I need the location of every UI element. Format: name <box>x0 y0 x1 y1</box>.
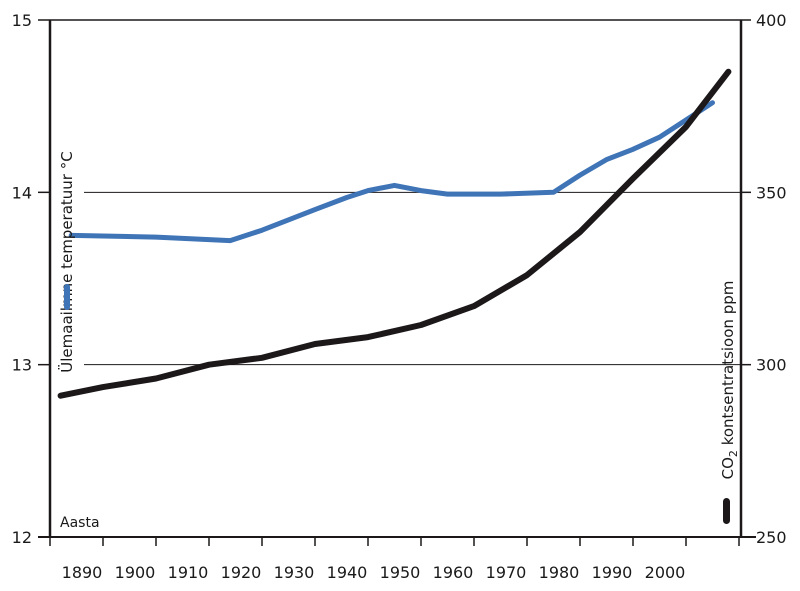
x-axis-title: Aasta <box>60 515 100 531</box>
left-series-legend-swatch <box>64 284 70 310</box>
right-axis-title-co: CO <box>719 457 737 479</box>
x-tick-label: 1970 <box>486 563 527 582</box>
right-axis-title: CO2 kontsentratsioon ppm <box>719 281 740 480</box>
x-axis-ticks: 1890 1900 1910 1920 1930 1940 1950 1960 1970 1980… <box>49 537 740 582</box>
right-axis-title-rest: kontsentratsioon ppm <box>719 281 737 450</box>
x-tick-label: 1930 <box>274 563 315 582</box>
right-tick-label: 250 <box>756 528 787 547</box>
right-tick-label: 400 <box>756 11 787 30</box>
right-axis-title-subscript: 2 <box>727 450 740 457</box>
right-series-legend-swatch <box>723 498 730 524</box>
x-tick-label: 1920 <box>221 563 262 582</box>
x-tick-label: 1950 <box>380 563 421 582</box>
x-tick-label: 2000 <box>645 563 686 582</box>
left-axis-title: Ülemaailmne temperatuur °C <box>57 151 76 372</box>
left-axis-title-group: Ülemaailmne temperatuur °C <box>57 151 76 372</box>
left-tick-label: 13 <box>12 356 32 375</box>
axes <box>38 19 756 538</box>
temperature-series-line <box>68 100 715 244</box>
left-axis-ticks: 12 13 14 15 <box>12 11 50 547</box>
left-tick-label: 12 <box>12 528 32 547</box>
right-tick-label: 300 <box>756 356 787 375</box>
left-tick-label: 15 <box>12 11 32 30</box>
x-tick-label: 1910 <box>168 563 209 582</box>
right-axis-title-group: CO2 kontsentratsioon ppm <box>719 281 740 480</box>
co2-series-line <box>57 68 732 399</box>
x-tick-label: 1890 <box>62 563 103 582</box>
x-tick-label: 1960 <box>433 563 474 582</box>
series-layer <box>57 68 732 399</box>
x-tick-label: 1940 <box>327 563 368 582</box>
x-tick-label: 1990 <box>592 563 633 582</box>
left-tick-label: 14 <box>12 183 32 202</box>
right-tick-label: 350 <box>756 183 787 202</box>
x-tick-label: 1980 <box>539 563 580 582</box>
x-tick-label: 1900 <box>115 563 156 582</box>
gridlines <box>84 191 741 366</box>
right-axis-ticks: 250 300 350 400 <box>741 11 787 547</box>
